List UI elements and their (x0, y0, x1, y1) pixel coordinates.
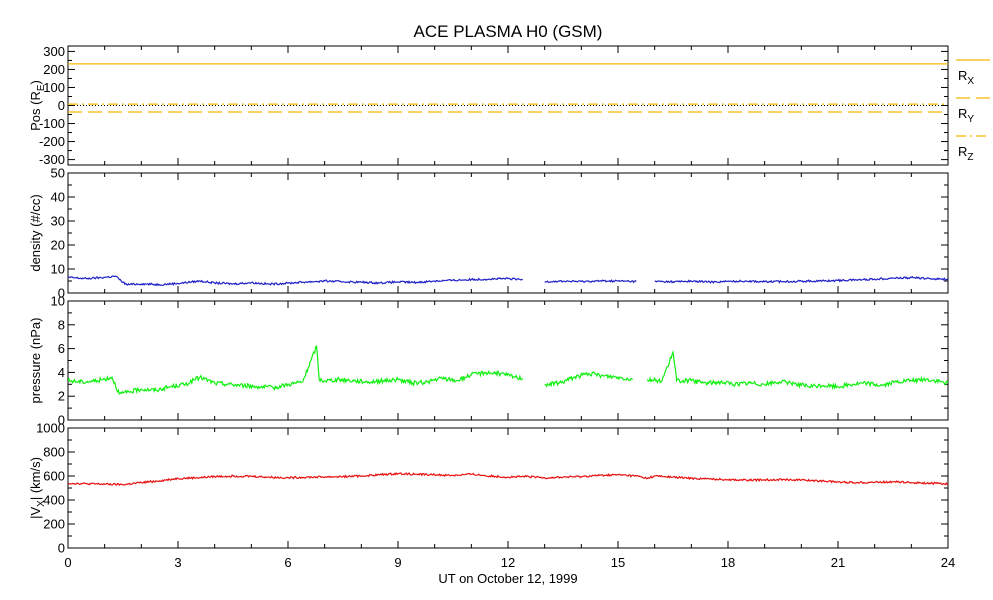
y-tick-label: 50 (51, 166, 65, 181)
y-tick-label: 200 (43, 517, 65, 532)
panel-pressure: 10 8 6 4 2 0 pressure (nPa) (28, 294, 949, 428)
y-tick-label: 4 (58, 365, 65, 380)
y-tick-label: 8 (58, 317, 65, 332)
legend-label-z: RZ (958, 144, 974, 163)
panel-vx: 1000 800 600 400 200 0 |VX| (km/s) 0 3 6 9 12 15 18 21… (28, 421, 955, 571)
y-tick-label: 10 (51, 294, 65, 309)
y-tick-label: 0 (58, 413, 65, 428)
panel-density: 50 40 30 20 10 0 density (#/cc) (28, 166, 949, 301)
chart-title: ACE PLASMA H0 (GSM) (414, 22, 603, 41)
series-line-density (68, 275, 948, 287)
y-tick-label: 1000 (36, 421, 65, 436)
y-tick-label: 6 (58, 341, 65, 356)
x-tick-label: 18 (721, 555, 735, 570)
series-line-pressure (68, 345, 948, 395)
y-tick-label: 2 (58, 389, 65, 404)
x-tick-label: 6 (284, 555, 291, 570)
y-axis-label-pos: Pos (RE) (28, 80, 47, 131)
y-tick-label: -100 (39, 116, 65, 131)
panel-pos: 300 200 100 0 -100 -200 -300 Pos (RE) RX RY RZ (28, 44, 990, 167)
y-tick-label: 0 (58, 98, 65, 113)
legend-label-x: RX (958, 68, 974, 87)
x-tick-label: 24 (941, 555, 955, 570)
y-tick-label: 800 (43, 445, 65, 460)
y-tick-label: 20 (51, 238, 65, 253)
x-axis-label: UT on October 12, 1999 (438, 571, 577, 586)
panel-frame-vx (67, 427, 949, 549)
y-axis-label-vx: |VX| (km/s) (28, 457, 47, 519)
x-tick-label: 12 (501, 555, 515, 570)
x-tick-label: 15 (611, 555, 625, 570)
y-axis-label-pressure: pressure (nPa) (28, 318, 43, 404)
y-tick-label: 200 (43, 62, 65, 77)
x-tick-label: 0 (64, 555, 71, 570)
y-tick-label: 300 (43, 44, 65, 59)
x-tick-label: 21 (831, 555, 845, 570)
y-axis-label-density: density (#/cc) (28, 194, 43, 271)
x-tick-label: 3 (174, 555, 181, 570)
y-tick-label: 10 (51, 262, 65, 277)
y-tick-label: 0 (58, 286, 65, 301)
y-tick-label: 30 (51, 214, 65, 229)
y-tick-label: 400 (43, 493, 65, 508)
y-tick-label: -200 (39, 134, 65, 149)
panel-frame-density (67, 172, 949, 294)
legend-label-y: RY (958, 106, 974, 125)
y-tick-label: -300 (39, 152, 65, 167)
y-tick-label: 100 (43, 80, 65, 95)
y-tick-label: 600 (43, 469, 65, 484)
panel-frame-pressure (67, 300, 949, 421)
series-line-vx (68, 472, 948, 487)
y-tick-label: 40 (51, 190, 65, 205)
y-tick-label: 0 (58, 541, 65, 556)
x-tick-label: 9 (394, 555, 401, 570)
